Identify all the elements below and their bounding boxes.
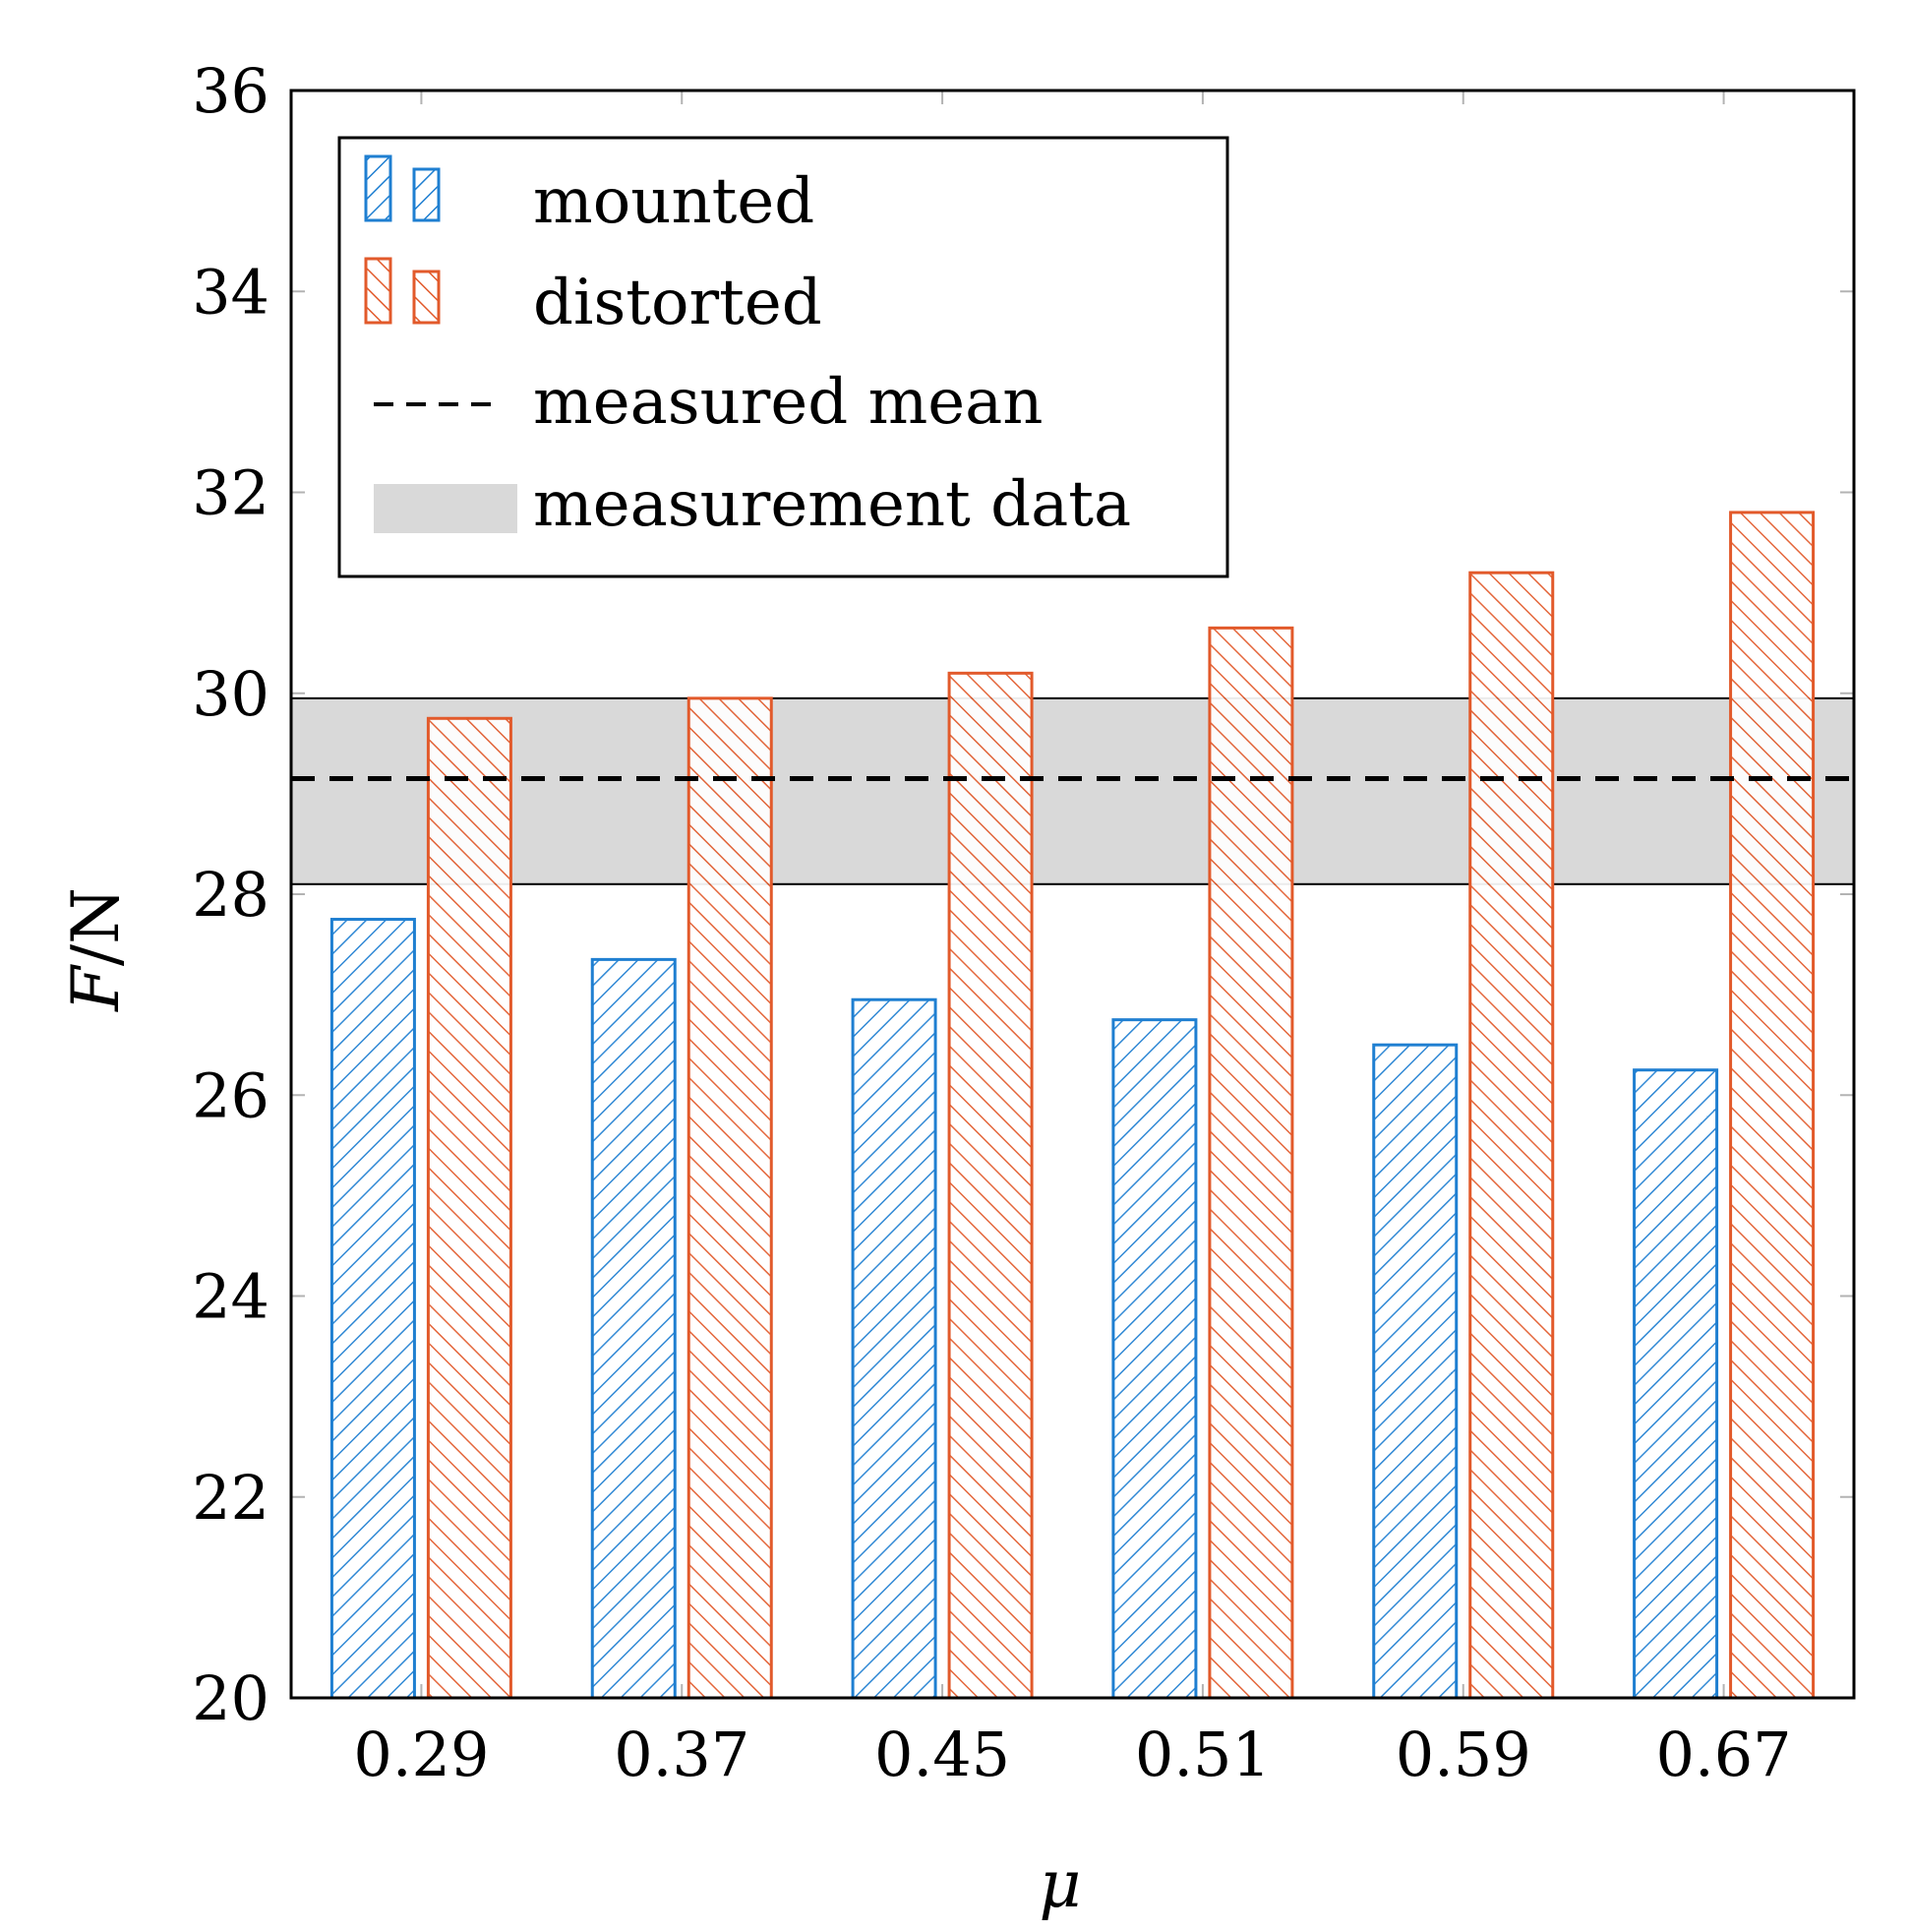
y-tick-label: 26 — [192, 1059, 269, 1131]
x-tick-label: 0.67 — [1656, 1719, 1792, 1790]
y-tick-label: 20 — [192, 1662, 269, 1734]
bar-mounted-0.59 — [1372, 1043, 1459, 1700]
bar-mounted-0.37 — [590, 957, 677, 1700]
x-axis-title: μ — [1040, 1846, 1082, 1922]
legend-label-distorted: distorted — [533, 267, 822, 339]
x-tick-label: 0.51 — [1135, 1719, 1271, 1790]
legend-swatch-mounted-1 — [364, 154, 392, 222]
y-tick-label: 30 — [192, 658, 269, 730]
legend-swatch-band — [374, 484, 517, 533]
y-tick-label: 32 — [192, 457, 269, 529]
bar-distorted-0.67 — [1729, 511, 1816, 1700]
legend-swatch-mounted-2 — [412, 167, 441, 222]
bar-distorted-0.29 — [426, 716, 512, 1700]
x-tick-label: 0.29 — [353, 1719, 489, 1790]
legend-label-mean: measured mean — [533, 366, 1044, 439]
y-axis-title-var: F — [58, 964, 134, 1012]
y-tick-label: 34 — [192, 256, 269, 328]
bar-distorted-0.37 — [686, 696, 773, 1700]
legend-swatch-distorted-2 — [412, 270, 441, 325]
y-tick-label: 36 — [192, 55, 269, 127]
bar-mounted-0.45 — [851, 997, 937, 1700]
measurement-band — [290, 696, 1855, 885]
bar-mounted-0.67 — [1633, 1068, 1719, 1700]
x-tick-label: 0.37 — [614, 1719, 749, 1790]
y-tick-label: 28 — [192, 859, 269, 931]
legend-label-band: measurement data — [533, 468, 1131, 541]
legend-label-mounted: mounted — [533, 165, 814, 238]
y-tick-label: 24 — [192, 1261, 269, 1333]
y-axis-title: F/N — [58, 887, 134, 1012]
y-axis-title-unit: /N — [58, 887, 134, 966]
y-tick-label: 22 — [192, 1462, 269, 1534]
legend: mounted distorted measured mean measurem… — [337, 136, 1229, 578]
bar-distorted-0.51 — [1208, 626, 1294, 1700]
x-tick-label: 0.59 — [1396, 1719, 1531, 1790]
bar-distorted-0.59 — [1468, 571, 1555, 1700]
x-tick-label: 0.45 — [874, 1719, 1010, 1790]
plot-frame — [289, 89, 1856, 1700]
bar-distorted-0.45 — [947, 671, 1034, 1700]
legend-swatch-distorted-1 — [364, 257, 392, 325]
bar-mounted-0.51 — [1111, 1018, 1198, 1700]
bar-mounted-0.29 — [329, 918, 416, 1700]
